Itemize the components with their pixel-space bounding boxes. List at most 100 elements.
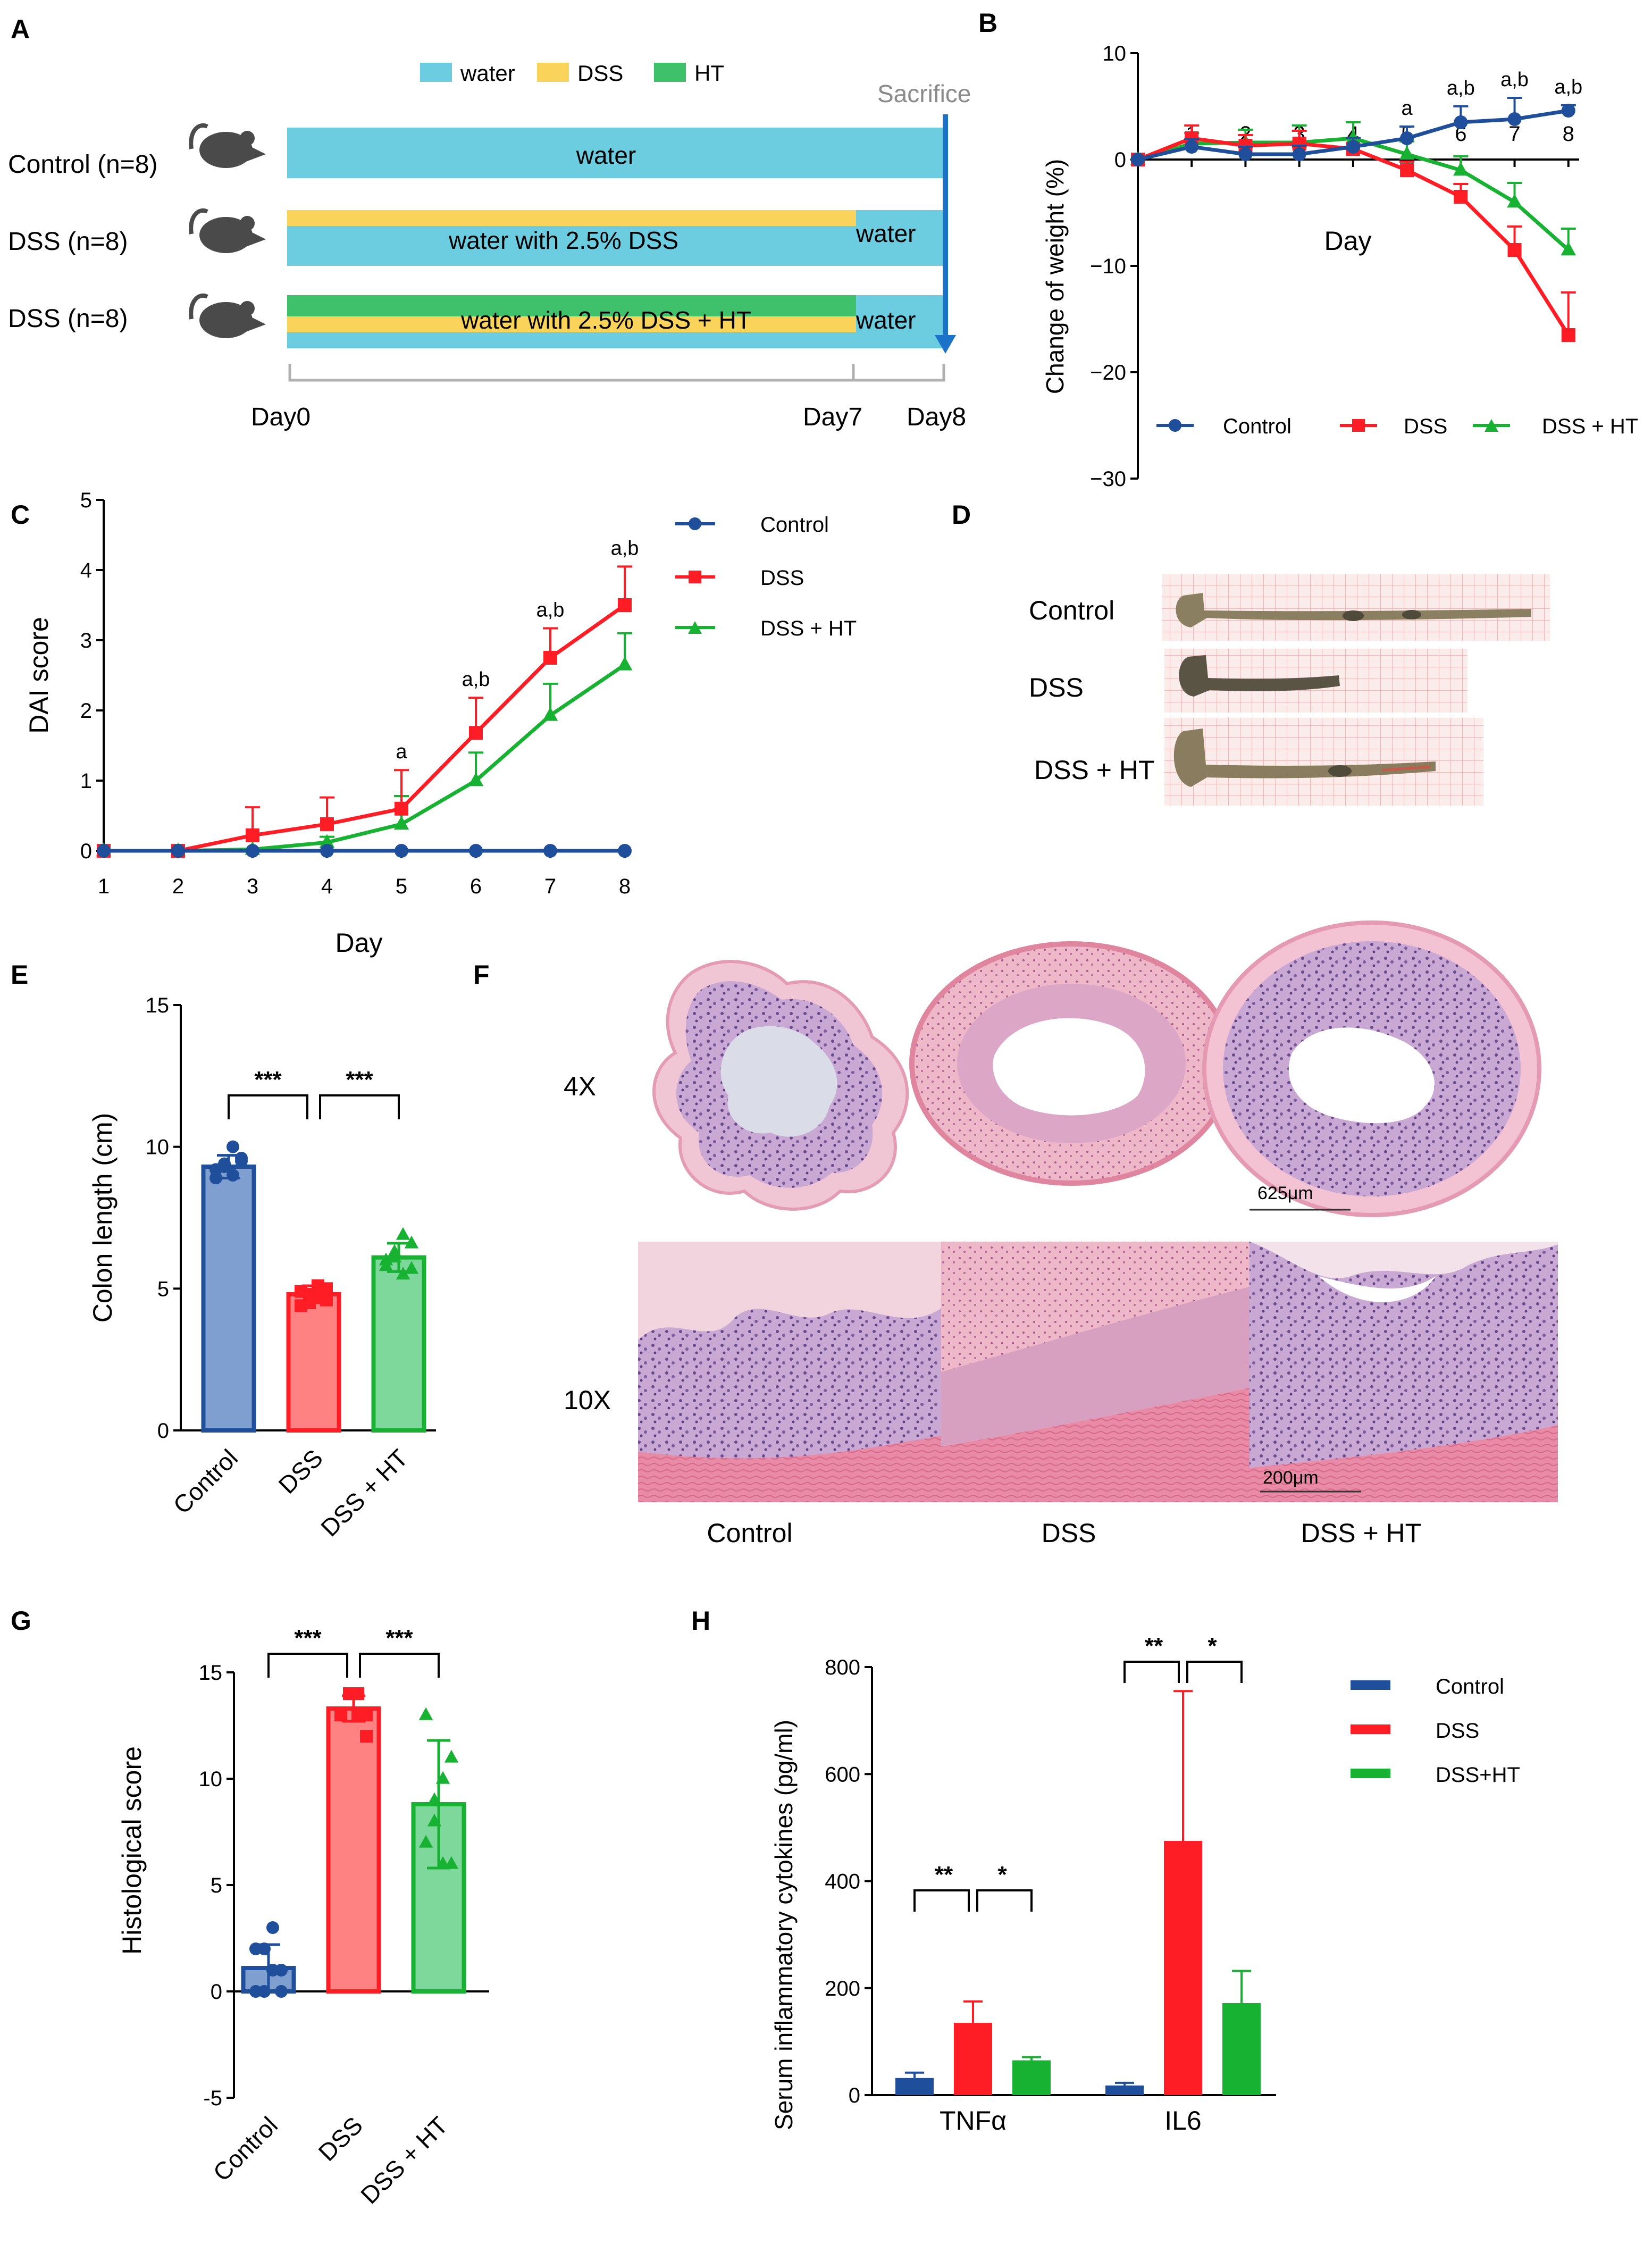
- y-tick-label: 4: [80, 559, 92, 582]
- significance-annotation: a,b: [536, 599, 565, 622]
- colon-crypt-section-icon: [638, 1242, 941, 1502]
- chart-dai-score: DAI score Day Control DSS DSS + HT 01234…: [24, 489, 857, 958]
- bar-ht-dss: [287, 316, 856, 332]
- colon-specimen-icon: [1162, 574, 1550, 641]
- bar-TNFα-1: [954, 2023, 992, 2095]
- significance-label: ***: [385, 1625, 413, 1651]
- data-point: [1561, 104, 1575, 118]
- data-point: [1561, 241, 1576, 256]
- y-tick-label: 2: [80, 699, 92, 723]
- data-point: [618, 598, 632, 612]
- chart-c-legend: Control DSS DSS + HT: [675, 513, 857, 640]
- y-tick-label: −30: [1090, 467, 1126, 491]
- data-point: [1400, 131, 1414, 145]
- data-point: [1453, 162, 1469, 176]
- y-tick-label: 200: [825, 1977, 860, 2000]
- significance-annotation: a,b: [611, 537, 639, 559]
- significance-annotation: a,b: [1554, 76, 1582, 98]
- significance-bracket: [976, 1889, 1033, 1912]
- mouse-icon: [189, 208, 266, 253]
- data-point: [379, 1258, 393, 1271]
- data-point: [468, 772, 484, 786]
- y-tick-label: 0: [1114, 148, 1126, 172]
- panel-label-b: B: [978, 8, 997, 38]
- panel-label-e: E: [11, 960, 28, 990]
- data-point: [295, 1299, 307, 1312]
- data-point: [444, 1749, 459, 1763]
- data-point: [1507, 194, 1522, 208]
- hist-col-label-dss-ht: DSS + HT: [1301, 1518, 1421, 1548]
- data-point: [1400, 163, 1414, 177]
- data-point: [171, 844, 185, 858]
- significance-label: **: [935, 1862, 953, 1888]
- bar-1: [326, 1706, 381, 1994]
- data-point: [418, 1707, 433, 1720]
- data-point: [435, 1771, 450, 1784]
- group-label-dss-ht: DSS (n=8): [8, 305, 128, 333]
- x-tick-label: 7: [544, 875, 556, 898]
- y-tick-label: 0: [211, 1980, 222, 2004]
- chart-weight-change: Change of weight (%) Day Control DSS DSS…: [1041, 42, 1638, 491]
- data-point: [395, 801, 408, 816]
- legend-swatch-ht: [654, 63, 686, 82]
- chart-e-ylabel: Colon length (cm): [88, 1113, 118, 1323]
- data-point: [258, 1985, 271, 1998]
- day-label-8: Day8: [907, 403, 966, 431]
- bar-IL6-1: [1164, 1841, 1202, 2095]
- day-bracket: [288, 364, 945, 382]
- data-point: [209, 1171, 222, 1185]
- data-point: [320, 1293, 333, 1307]
- significance-bracket: [319, 1094, 400, 1119]
- data-point: [1185, 140, 1199, 154]
- data-point: [404, 1261, 419, 1274]
- bar-IL6-2: [1222, 2003, 1261, 2095]
- mag-label-10x: 10X: [564, 1385, 611, 1415]
- y-tick-label: −10: [1090, 255, 1126, 278]
- mouse-icon: [189, 123, 266, 168]
- chart-serum-cytokines: Serum inflammatory cytokines (pg/ml) Con…: [770, 1633, 1520, 2136]
- y-tick-label: 0: [80, 840, 92, 863]
- legend-label-ht: HT: [694, 61, 724, 86]
- significance-annotation: a: [396, 741, 407, 763]
- colon-label-dss-ht: DSS + HT: [1034, 755, 1154, 785]
- data-point: [320, 844, 334, 858]
- colon-label-dss: DSS: [1029, 673, 1084, 702]
- bar-ht-ht: [287, 295, 856, 316]
- bar-TNFα-2: [1012, 2060, 1051, 2095]
- data-point: [542, 707, 558, 721]
- data-point: [1454, 115, 1468, 129]
- y-tick-label: 1: [80, 769, 92, 793]
- data-point: [343, 1687, 356, 1700]
- legend-swatch-dss: [537, 63, 569, 82]
- bar-text-dss: water with 2.5% DSS: [448, 227, 678, 254]
- y-tick-label: 15: [199, 1661, 223, 1685]
- legend-label-control: Control: [1223, 415, 1292, 438]
- x-tick-label: 8: [619, 875, 631, 898]
- legend-label-water: water: [460, 61, 515, 86]
- data-point: [1131, 153, 1145, 166]
- data-point: [334, 1709, 347, 1721]
- y-tick-label: 15: [146, 994, 170, 1017]
- data-point: [1292, 147, 1306, 161]
- significance-bracket: [913, 1889, 970, 1912]
- significance-annotation: a,b: [462, 668, 490, 691]
- colon-specimen-icon: [1164, 718, 1483, 806]
- data-point: [1507, 243, 1522, 257]
- data-point: [246, 828, 259, 842]
- x-tick-label: 6: [470, 875, 482, 898]
- colon-cross-section-icon: [652, 960, 909, 1211]
- significance-annotation: a: [1402, 97, 1413, 120]
- significance-annotation: a,b: [1500, 69, 1529, 91]
- panel-label-a: A: [11, 14, 30, 44]
- legend-label-ht: DSS + HT: [1542, 415, 1638, 438]
- chart-b-xlabel: Day: [1324, 226, 1372, 256]
- x-tick-label: DSS: [313, 2111, 368, 2166]
- significance-label: **: [1145, 1633, 1163, 1659]
- data-point: [1561, 328, 1575, 342]
- data-point: [617, 656, 633, 671]
- data-point: [275, 1985, 288, 1998]
- day-label-7: Day7: [803, 403, 862, 431]
- bar-2: [371, 1255, 426, 1433]
- legend-label-dss: DSS: [1404, 415, 1447, 438]
